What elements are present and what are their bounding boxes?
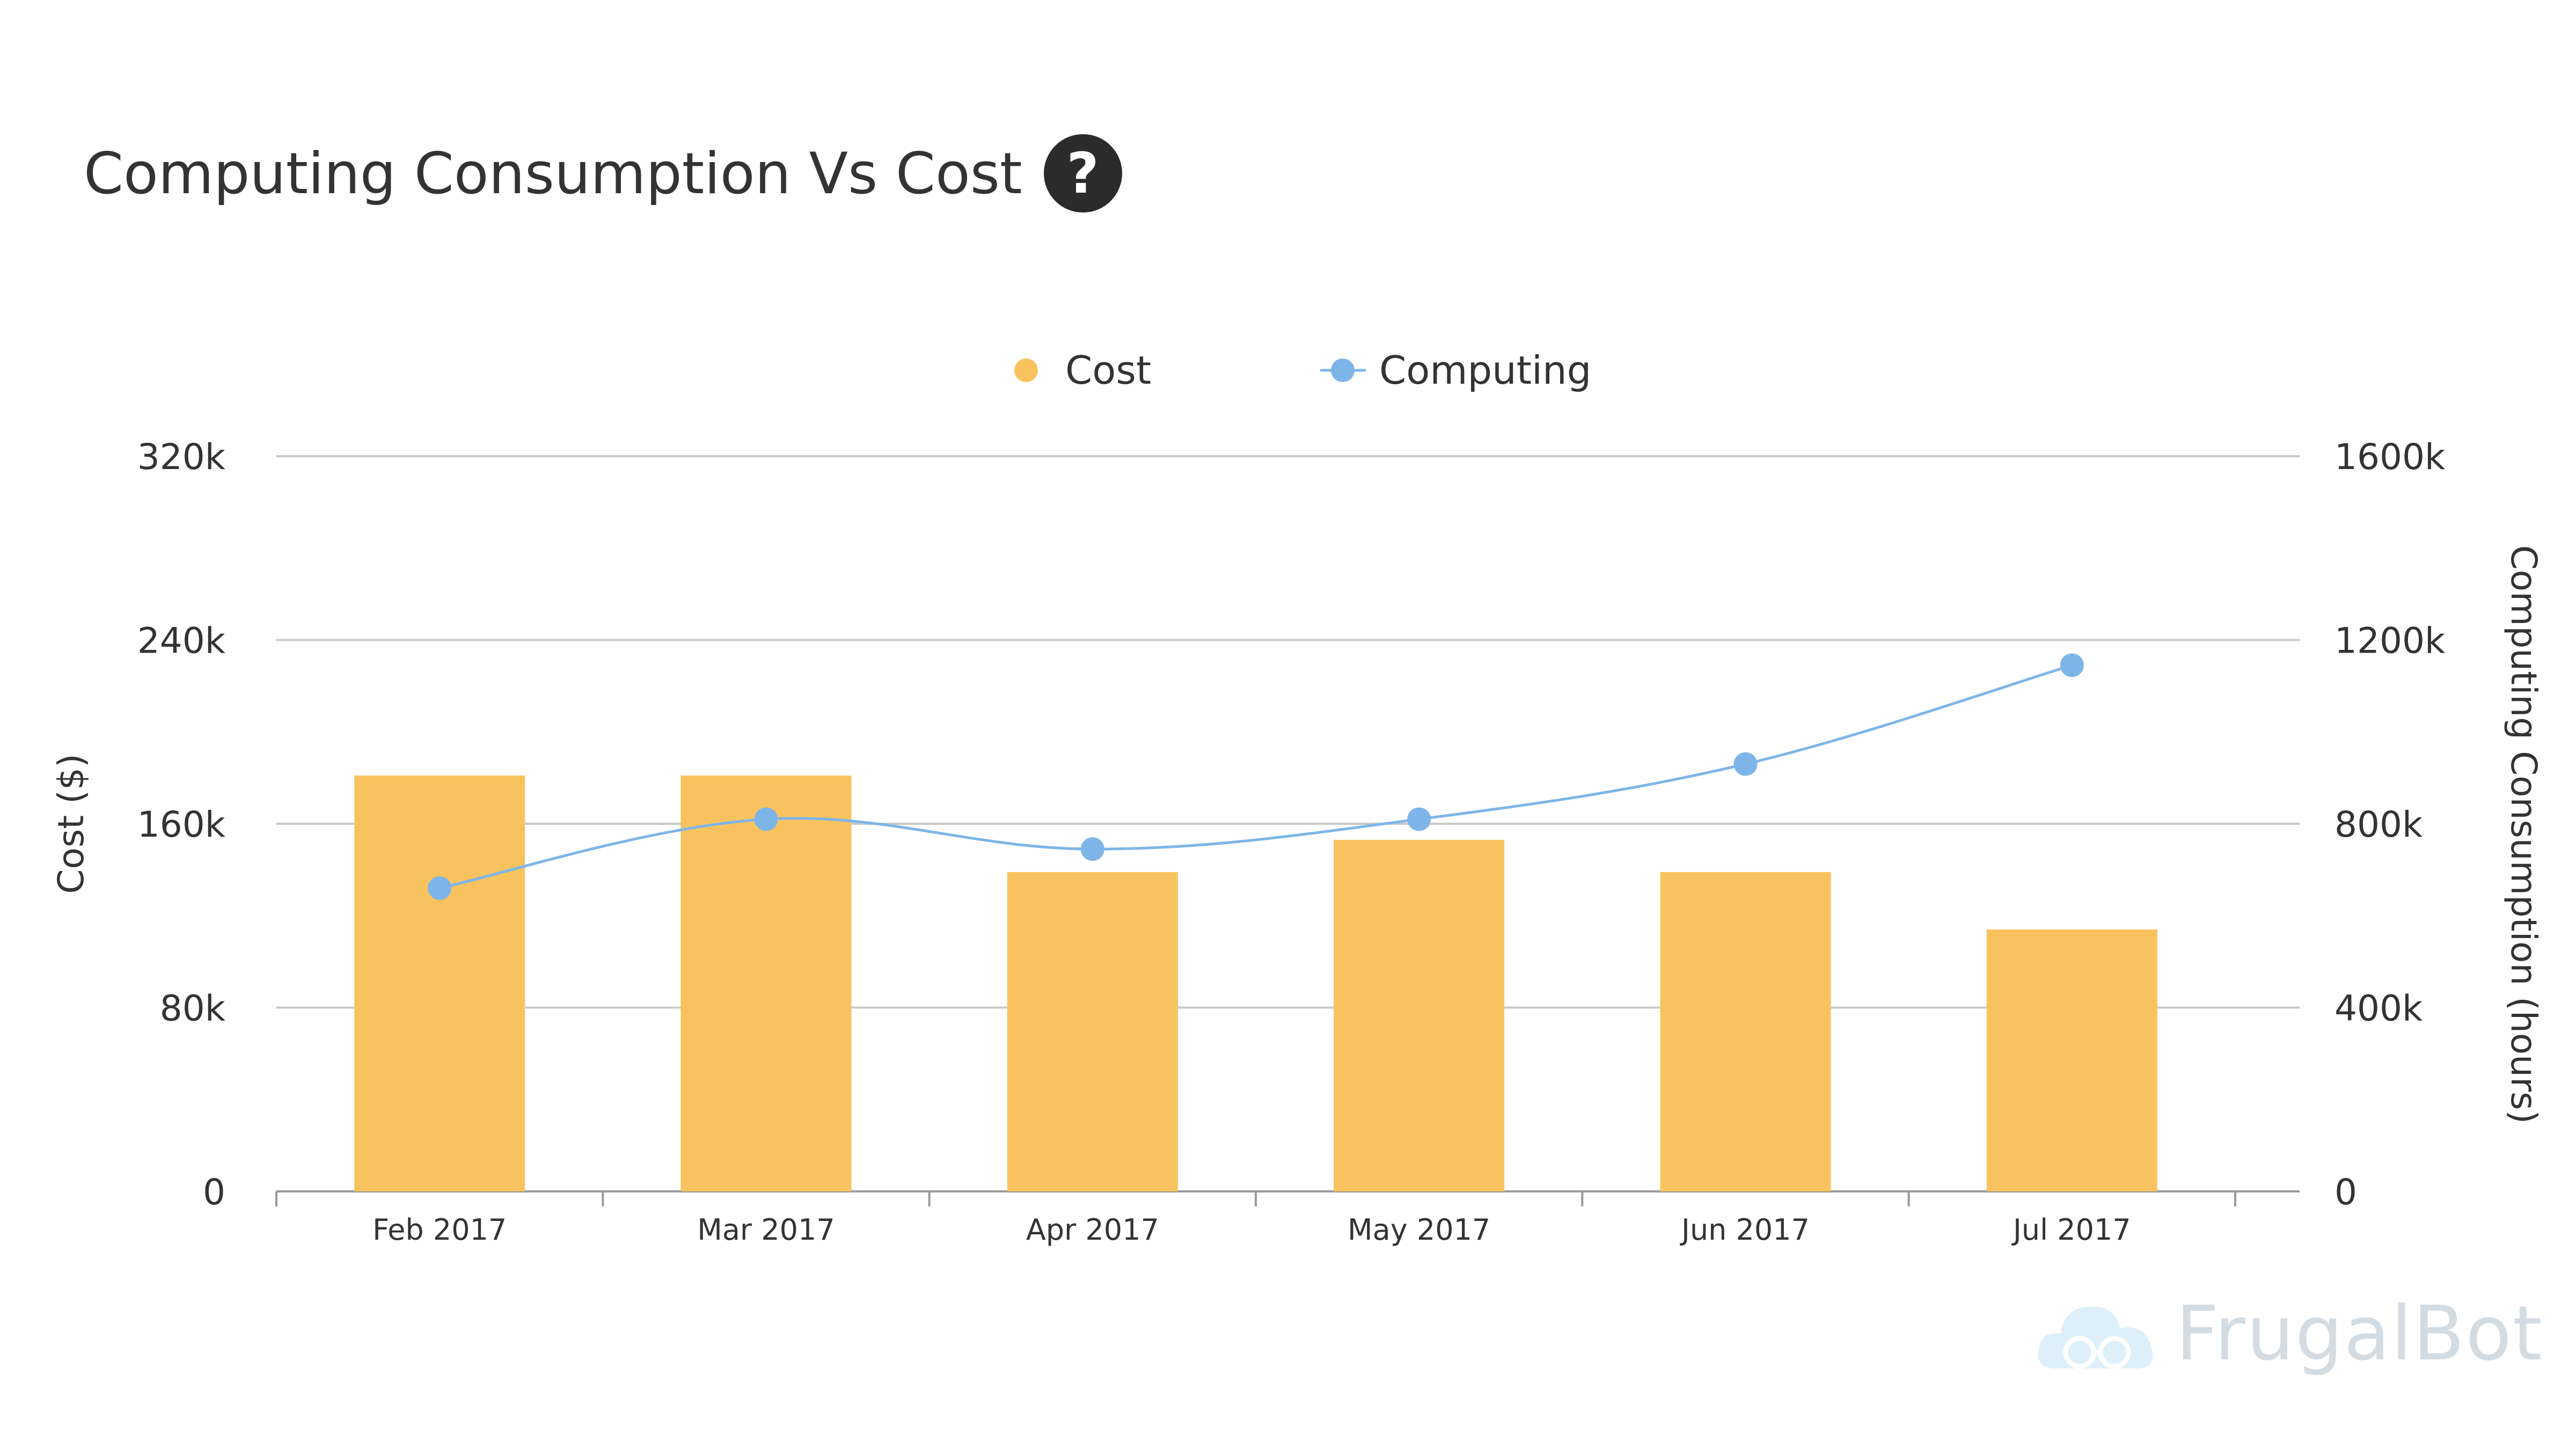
cost-bar (680, 775, 852, 1191)
y2-tick-label: 800k (2334, 804, 2423, 845)
y-tick-label: 80k (160, 988, 226, 1029)
legend-computing-label: Computing (1379, 348, 1591, 393)
watermark: FrugalBot (2034, 1288, 2543, 1379)
x-tick-label: Jun 2017 (1680, 1213, 1810, 1247)
computing-point (1733, 752, 1758, 776)
x-tick-label: Apr 2017 (1026, 1213, 1159, 1247)
y2-axis-title: Computing Consumption (hours) (2503, 545, 2544, 1124)
watermark-text: FrugalBot (2176, 1290, 2543, 1378)
legend-cost-label: Cost (1065, 348, 1151, 393)
x-tick-label: Jul 2017 (2011, 1213, 2131, 1247)
computing-point (1407, 807, 1431, 831)
y-tick-label: 320k (137, 436, 226, 478)
cost-bar (1986, 929, 2157, 1191)
y-tick-label: 240k (137, 620, 226, 662)
cost-bar (354, 775, 525, 1191)
legend-computing-marker (1331, 358, 1355, 382)
x-tick-label: Mar 2017 (697, 1213, 835, 1247)
computing-point (754, 807, 778, 831)
y2-tick-label: 1600k (2334, 436, 2446, 478)
y-tick-label: 0 (203, 1172, 225, 1213)
help-icon[interactable]: ? (1043, 134, 1122, 213)
chart-title: Computing Consumption Vs Cost (84, 140, 1022, 207)
computing-line (439, 664, 2073, 890)
y-axis-title: Cost ($) (50, 753, 92, 894)
x-tick-label: Feb 2017 (372, 1213, 507, 1247)
cost-bar (1007, 872, 1178, 1191)
cost-bar (1334, 839, 1505, 1191)
y2-tick-label: 1200k (2334, 620, 2446, 662)
y2-tick-label: 400k (2334, 988, 2423, 1029)
x-tick-label: May 2017 (1348, 1213, 1490, 1247)
y2-tick-label: 0 (2334, 1172, 2357, 1213)
computing-point (428, 876, 452, 900)
computing-point (1080, 837, 1104, 861)
cloud-logo-icon (2038, 1306, 2153, 1369)
y-tick-label: 160k (137, 804, 226, 845)
chart-header: Computing Consumption Vs Cost ? (84, 134, 1122, 213)
cost-bar (1660, 872, 1831, 1191)
legend-cost-marker (1014, 358, 1038, 382)
computing-point (2060, 653, 2084, 677)
